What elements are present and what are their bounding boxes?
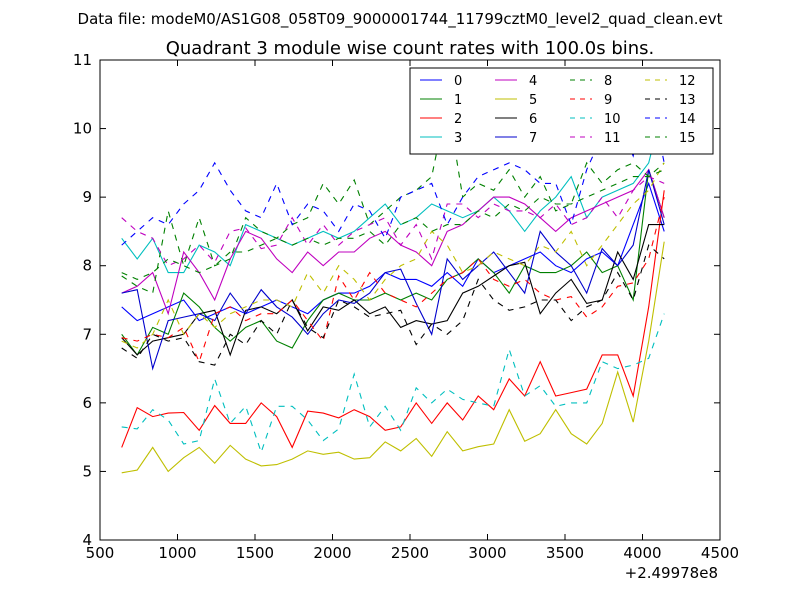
legend-label-13: 13 bbox=[679, 93, 696, 108]
x-tick-label: 3000 bbox=[468, 544, 506, 562]
chart-suptitle: Data file: modeM0/AS1G08_058T09_90000017… bbox=[78, 10, 723, 29]
series-line-6 bbox=[121, 224, 665, 357]
series-line-9 bbox=[121, 196, 665, 364]
y-tick-label: 6 bbox=[82, 394, 92, 412]
legend-label-4: 4 bbox=[529, 74, 537, 89]
series-line-10 bbox=[121, 313, 665, 454]
legend-label-9: 9 bbox=[604, 93, 612, 108]
series-line-7 bbox=[121, 169, 665, 371]
legend-box bbox=[409, 67, 714, 155]
y-tick-label: 11 bbox=[73, 51, 92, 69]
y-tick-label: 5 bbox=[82, 462, 92, 480]
y-tick-label: 9 bbox=[82, 188, 92, 206]
legend-label-0: 0 bbox=[454, 74, 462, 89]
x-tick-label: 500 bbox=[86, 544, 115, 562]
legend-label-11: 11 bbox=[604, 131, 621, 146]
series-line-14 bbox=[121, 87, 665, 246]
legend-label-5: 5 bbox=[529, 93, 537, 108]
series-line-11 bbox=[121, 175, 665, 267]
series-line-5 bbox=[121, 241, 665, 474]
x-tick-label: 4500 bbox=[701, 544, 739, 562]
legend-label-1: 1 bbox=[454, 93, 462, 108]
y-tick-label: 8 bbox=[82, 257, 92, 275]
x-tick-label: 3500 bbox=[546, 544, 584, 562]
series-line-4 bbox=[121, 168, 665, 316]
x-offset-label: +2.49978e8 bbox=[625, 564, 718, 582]
series-layer bbox=[121, 87, 665, 474]
series-line-0 bbox=[121, 181, 665, 322]
x-tick-label: 4000 bbox=[623, 544, 661, 562]
series-line-13 bbox=[121, 244, 665, 366]
ticks-layer: 500 1000 1500 2000 2500 3000 3500 4000 4500 4 5 6 7 8… bbox=[73, 51, 739, 562]
series-line-2 bbox=[121, 190, 665, 449]
legend-label-10: 10 bbox=[604, 112, 621, 127]
series-line-12 bbox=[121, 162, 665, 349]
y-tick-label: 7 bbox=[82, 325, 92, 343]
y-tick-label: 4 bbox=[82, 531, 92, 549]
series-line-8 bbox=[121, 100, 665, 294]
legend-label-12: 12 bbox=[679, 74, 696, 89]
legend-label-15: 15 bbox=[679, 131, 696, 146]
legend-label-3: 3 bbox=[454, 131, 462, 146]
legend-label-7: 7 bbox=[529, 131, 537, 146]
legend-label-6: 6 bbox=[529, 112, 537, 127]
x-tick-label: 1500 bbox=[236, 544, 274, 562]
x-tick-label: 2500 bbox=[391, 544, 429, 562]
series-line-3 bbox=[121, 100, 665, 274]
legend-label-2: 2 bbox=[454, 112, 462, 127]
legend-label-14: 14 bbox=[679, 112, 696, 127]
y-tick-label: 10 bbox=[73, 120, 92, 138]
x-tick-label: 2000 bbox=[313, 544, 351, 562]
legend-label-8: 8 bbox=[604, 74, 612, 89]
x-tick-label: 1000 bbox=[158, 544, 196, 562]
chart-title: Quadrant 3 module wise count rates with … bbox=[166, 38, 655, 59]
